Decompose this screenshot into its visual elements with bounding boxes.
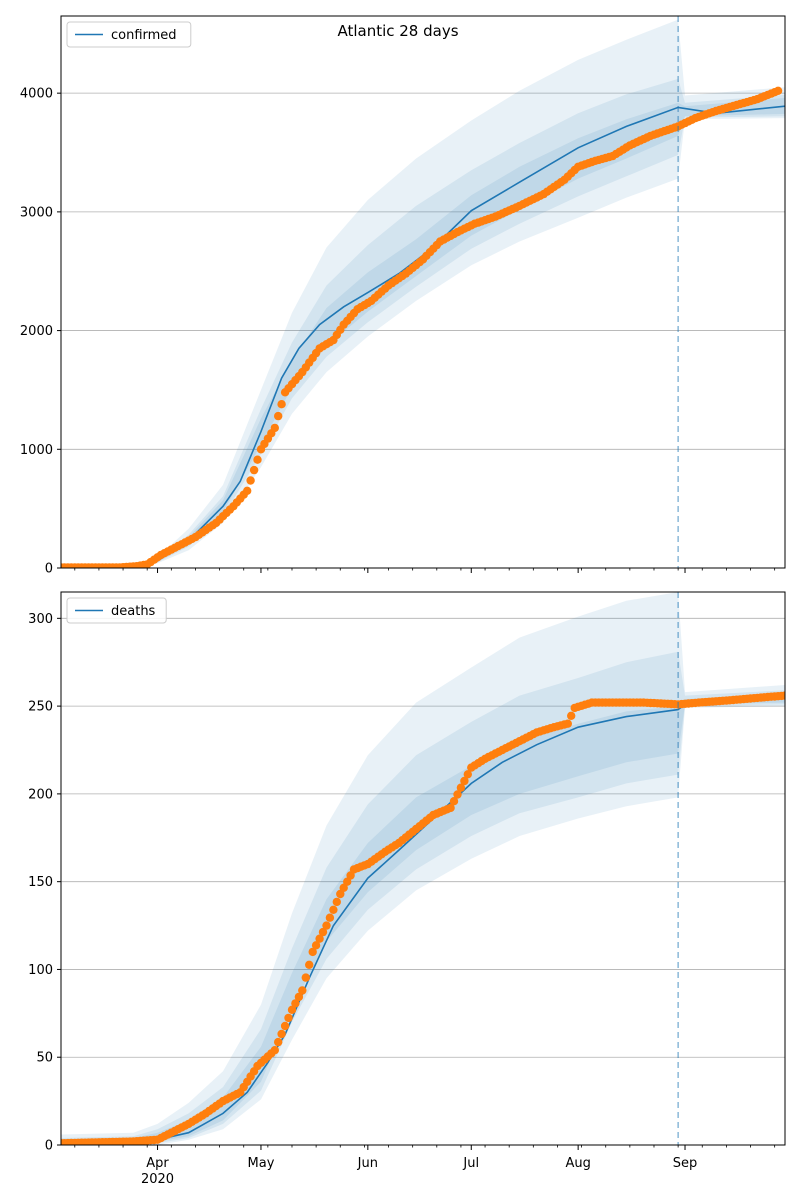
y-tick-label: 0	[45, 562, 53, 577]
y-tick-label: 50	[36, 1051, 53, 1066]
y-tick-label: 4000	[20, 87, 53, 102]
legend-box	[66, 21, 192, 48]
figure-title: Atlantic 28 days	[337, 22, 458, 40]
y-tick-label: 2000	[20, 324, 53, 339]
observed-point	[773, 86, 783, 96]
y-tick-label: 100	[28, 963, 53, 978]
observed-point	[329, 905, 338, 914]
observed-point	[287, 1005, 297, 1014]
observed-point	[325, 913, 335, 922]
observed-point	[460, 776, 469, 786]
observed-point	[336, 889, 345, 899]
axes-frame	[60, 591, 786, 1146]
outer-uncertainty-band	[61, 592, 785, 1145]
x-tick-sublabel: 2020	[141, 1172, 174, 1187]
y-tick-label: 300	[28, 612, 53, 627]
observed-point	[274, 411, 283, 421]
observed-point	[463, 770, 472, 779]
observed-point	[294, 992, 304, 1002]
observed-point	[291, 999, 300, 1008]
observed-point	[311, 941, 321, 950]
plot-area	[61, 592, 785, 1145]
observed-point	[315, 934, 324, 943]
observed-point	[305, 960, 314, 969]
observed-point	[332, 897, 341, 907]
observed-point	[449, 797, 459, 806]
y-tick-label: 250	[28, 700, 53, 715]
observed-point	[318, 927, 328, 937]
y-tick-label: 200	[28, 787, 53, 802]
y-tick-label: 0	[45, 1139, 53, 1154]
observed-point	[277, 400, 286, 409]
observed-point	[780, 691, 785, 700]
x-tick-label: May	[248, 1156, 275, 1171]
observed-point	[274, 1037, 283, 1047]
legend-label: deaths	[111, 604, 156, 619]
observed-point	[298, 986, 307, 995]
observed-point	[308, 947, 317, 957]
x-tick-label: Apr	[146, 1156, 169, 1171]
x-tick-label: Jul	[462, 1156, 479, 1171]
observed-point	[343, 877, 352, 886]
observed-point	[563, 719, 572, 728]
middle-uncertainty-band	[61, 651, 785, 1145]
observed-point	[322, 921, 331, 930]
y-tick-label: 1000	[20, 443, 53, 458]
observed-point	[453, 790, 462, 799]
observed-point	[270, 1046, 279, 1055]
observed-point	[301, 973, 310, 982]
y-tick-label: 3000	[20, 205, 53, 220]
observed-point	[253, 455, 262, 464]
legend-label: confirmed	[111, 28, 177, 43]
observed-point	[277, 1029, 286, 1039]
legend-box	[66, 597, 167, 624]
observed-point	[346, 871, 355, 880]
observed-point	[567, 711, 576, 720]
observed-point	[246, 476, 255, 485]
observed-point	[270, 423, 279, 433]
observed-point	[249, 465, 259, 475]
x-tick-label: Sep	[673, 1156, 698, 1171]
axes-frame	[60, 15, 786, 569]
confirmed-panel: 0 1000 2000 3000 4000 confirmed	[20, 15, 786, 577]
x-tick-label: Aug	[565, 1156, 590, 1171]
observed-point	[284, 1013, 293, 1023]
model-line	[61, 696, 785, 1145]
observed-point	[339, 883, 348, 892]
observed-point	[456, 783, 466, 792]
plot-area	[61, 16, 785, 568]
x-tick-label: Jun	[357, 1156, 378, 1171]
observed-point	[243, 486, 252, 495]
observed-point	[280, 1021, 290, 1031]
y-tick-label: 150	[28, 875, 53, 890]
observed-point	[446, 803, 455, 813]
